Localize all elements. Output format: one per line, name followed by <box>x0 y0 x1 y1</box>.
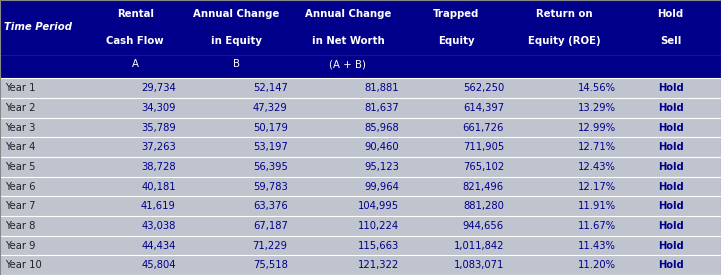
Text: 67,187: 67,187 <box>253 221 288 231</box>
Text: 1,083,071: 1,083,071 <box>454 260 504 270</box>
Text: 38,728: 38,728 <box>141 162 176 172</box>
Text: 11.43%: 11.43% <box>578 241 616 251</box>
Text: 81,881: 81,881 <box>365 83 399 93</box>
Text: 99,964: 99,964 <box>365 182 399 191</box>
Text: 37,263: 37,263 <box>141 142 176 152</box>
Text: 711,905: 711,905 <box>463 142 504 152</box>
Bar <box>0 216 721 236</box>
Text: 45,804: 45,804 <box>141 260 176 270</box>
Text: 14.56%: 14.56% <box>578 83 616 93</box>
Text: 12.17%: 12.17% <box>578 182 616 191</box>
Text: Year 3: Year 3 <box>5 123 35 133</box>
Text: 59,783: 59,783 <box>253 182 288 191</box>
Text: 661,726: 661,726 <box>463 123 504 133</box>
Text: Return on: Return on <box>536 9 593 19</box>
Text: 944,656: 944,656 <box>463 221 504 231</box>
Text: 35,789: 35,789 <box>141 123 176 133</box>
Text: 121,322: 121,322 <box>358 260 399 270</box>
Text: 85,968: 85,968 <box>365 123 399 133</box>
Bar <box>0 255 721 275</box>
Text: 52,147: 52,147 <box>253 83 288 93</box>
Text: Rental: Rental <box>117 9 154 19</box>
Text: A: A <box>132 59 138 69</box>
Bar <box>0 0 721 78</box>
Text: 71,229: 71,229 <box>252 241 288 251</box>
Text: Trapped: Trapped <box>433 9 479 19</box>
Text: in Equity: in Equity <box>211 36 262 46</box>
Text: Hold: Hold <box>658 241 684 251</box>
Bar <box>0 78 721 275</box>
Text: 34,309: 34,309 <box>141 103 176 113</box>
Text: 56,395: 56,395 <box>253 162 288 172</box>
Text: Annual Change: Annual Change <box>193 9 279 19</box>
Bar <box>0 157 721 177</box>
Bar <box>0 118 721 137</box>
Bar <box>0 137 721 157</box>
Text: 44,434: 44,434 <box>141 241 176 251</box>
Text: B: B <box>233 59 239 69</box>
Text: Cash Flow: Cash Flow <box>107 36 164 46</box>
Text: 11.20%: 11.20% <box>578 260 616 270</box>
Text: Year 8: Year 8 <box>5 221 35 231</box>
Text: 881,280: 881,280 <box>463 201 504 211</box>
Text: Equity (ROE): Equity (ROE) <box>528 36 601 46</box>
Bar <box>0 78 721 98</box>
Text: Sell: Sell <box>660 36 681 46</box>
Text: Annual Change: Annual Change <box>305 9 391 19</box>
Text: Time Period: Time Period <box>4 23 72 32</box>
Text: Hold: Hold <box>658 260 684 270</box>
Text: Year 6: Year 6 <box>5 182 35 191</box>
Text: Year 4: Year 4 <box>5 142 35 152</box>
Text: 90,460: 90,460 <box>365 142 399 152</box>
Text: 63,376: 63,376 <box>253 201 288 211</box>
Text: Year 10: Year 10 <box>5 260 42 270</box>
Text: 12.71%: 12.71% <box>578 142 616 152</box>
Bar <box>0 236 721 255</box>
Text: 110,224: 110,224 <box>358 221 399 231</box>
Text: 50,179: 50,179 <box>253 123 288 133</box>
Text: 11.91%: 11.91% <box>578 201 616 211</box>
Text: Hold: Hold <box>658 182 684 191</box>
Text: 821,496: 821,496 <box>463 182 504 191</box>
Text: Hold: Hold <box>658 103 684 113</box>
Text: 53,197: 53,197 <box>253 142 288 152</box>
Text: 75,518: 75,518 <box>253 260 288 270</box>
Bar <box>0 98 721 118</box>
Bar <box>0 196 721 216</box>
Text: Year 9: Year 9 <box>5 241 35 251</box>
Bar <box>0 177 721 196</box>
Text: 1,011,842: 1,011,842 <box>454 241 504 251</box>
Text: 11.67%: 11.67% <box>578 221 616 231</box>
Text: 12.99%: 12.99% <box>578 123 616 133</box>
Text: 95,123: 95,123 <box>365 162 399 172</box>
Text: 43,038: 43,038 <box>141 221 176 231</box>
Text: 562,250: 562,250 <box>463 83 504 93</box>
Text: Year 2: Year 2 <box>5 103 35 113</box>
Text: 115,663: 115,663 <box>358 241 399 251</box>
Text: 40,181: 40,181 <box>141 182 176 191</box>
Text: 47,329: 47,329 <box>253 103 288 113</box>
Text: Hold: Hold <box>658 162 684 172</box>
Text: Hold: Hold <box>658 142 684 152</box>
Text: 29,734: 29,734 <box>141 83 176 93</box>
Text: 765,102: 765,102 <box>463 162 504 172</box>
Text: Hold: Hold <box>658 201 684 211</box>
Text: Hold: Hold <box>658 9 684 19</box>
Text: Year 5: Year 5 <box>5 162 35 172</box>
Text: 614,397: 614,397 <box>463 103 504 113</box>
Text: Equity: Equity <box>438 36 474 46</box>
Text: Year 1: Year 1 <box>5 83 35 93</box>
Text: 104,995: 104,995 <box>358 201 399 211</box>
Text: Year 7: Year 7 <box>5 201 35 211</box>
Text: 13.29%: 13.29% <box>578 103 616 113</box>
Text: Hold: Hold <box>658 221 684 231</box>
Text: (A + B): (A + B) <box>329 59 366 69</box>
Text: Hold: Hold <box>658 123 684 133</box>
Text: Hold: Hold <box>658 83 684 93</box>
Text: in Net Worth: in Net Worth <box>311 36 384 46</box>
Text: 12.43%: 12.43% <box>578 162 616 172</box>
Text: 41,619: 41,619 <box>141 201 176 211</box>
Text: 81,637: 81,637 <box>365 103 399 113</box>
